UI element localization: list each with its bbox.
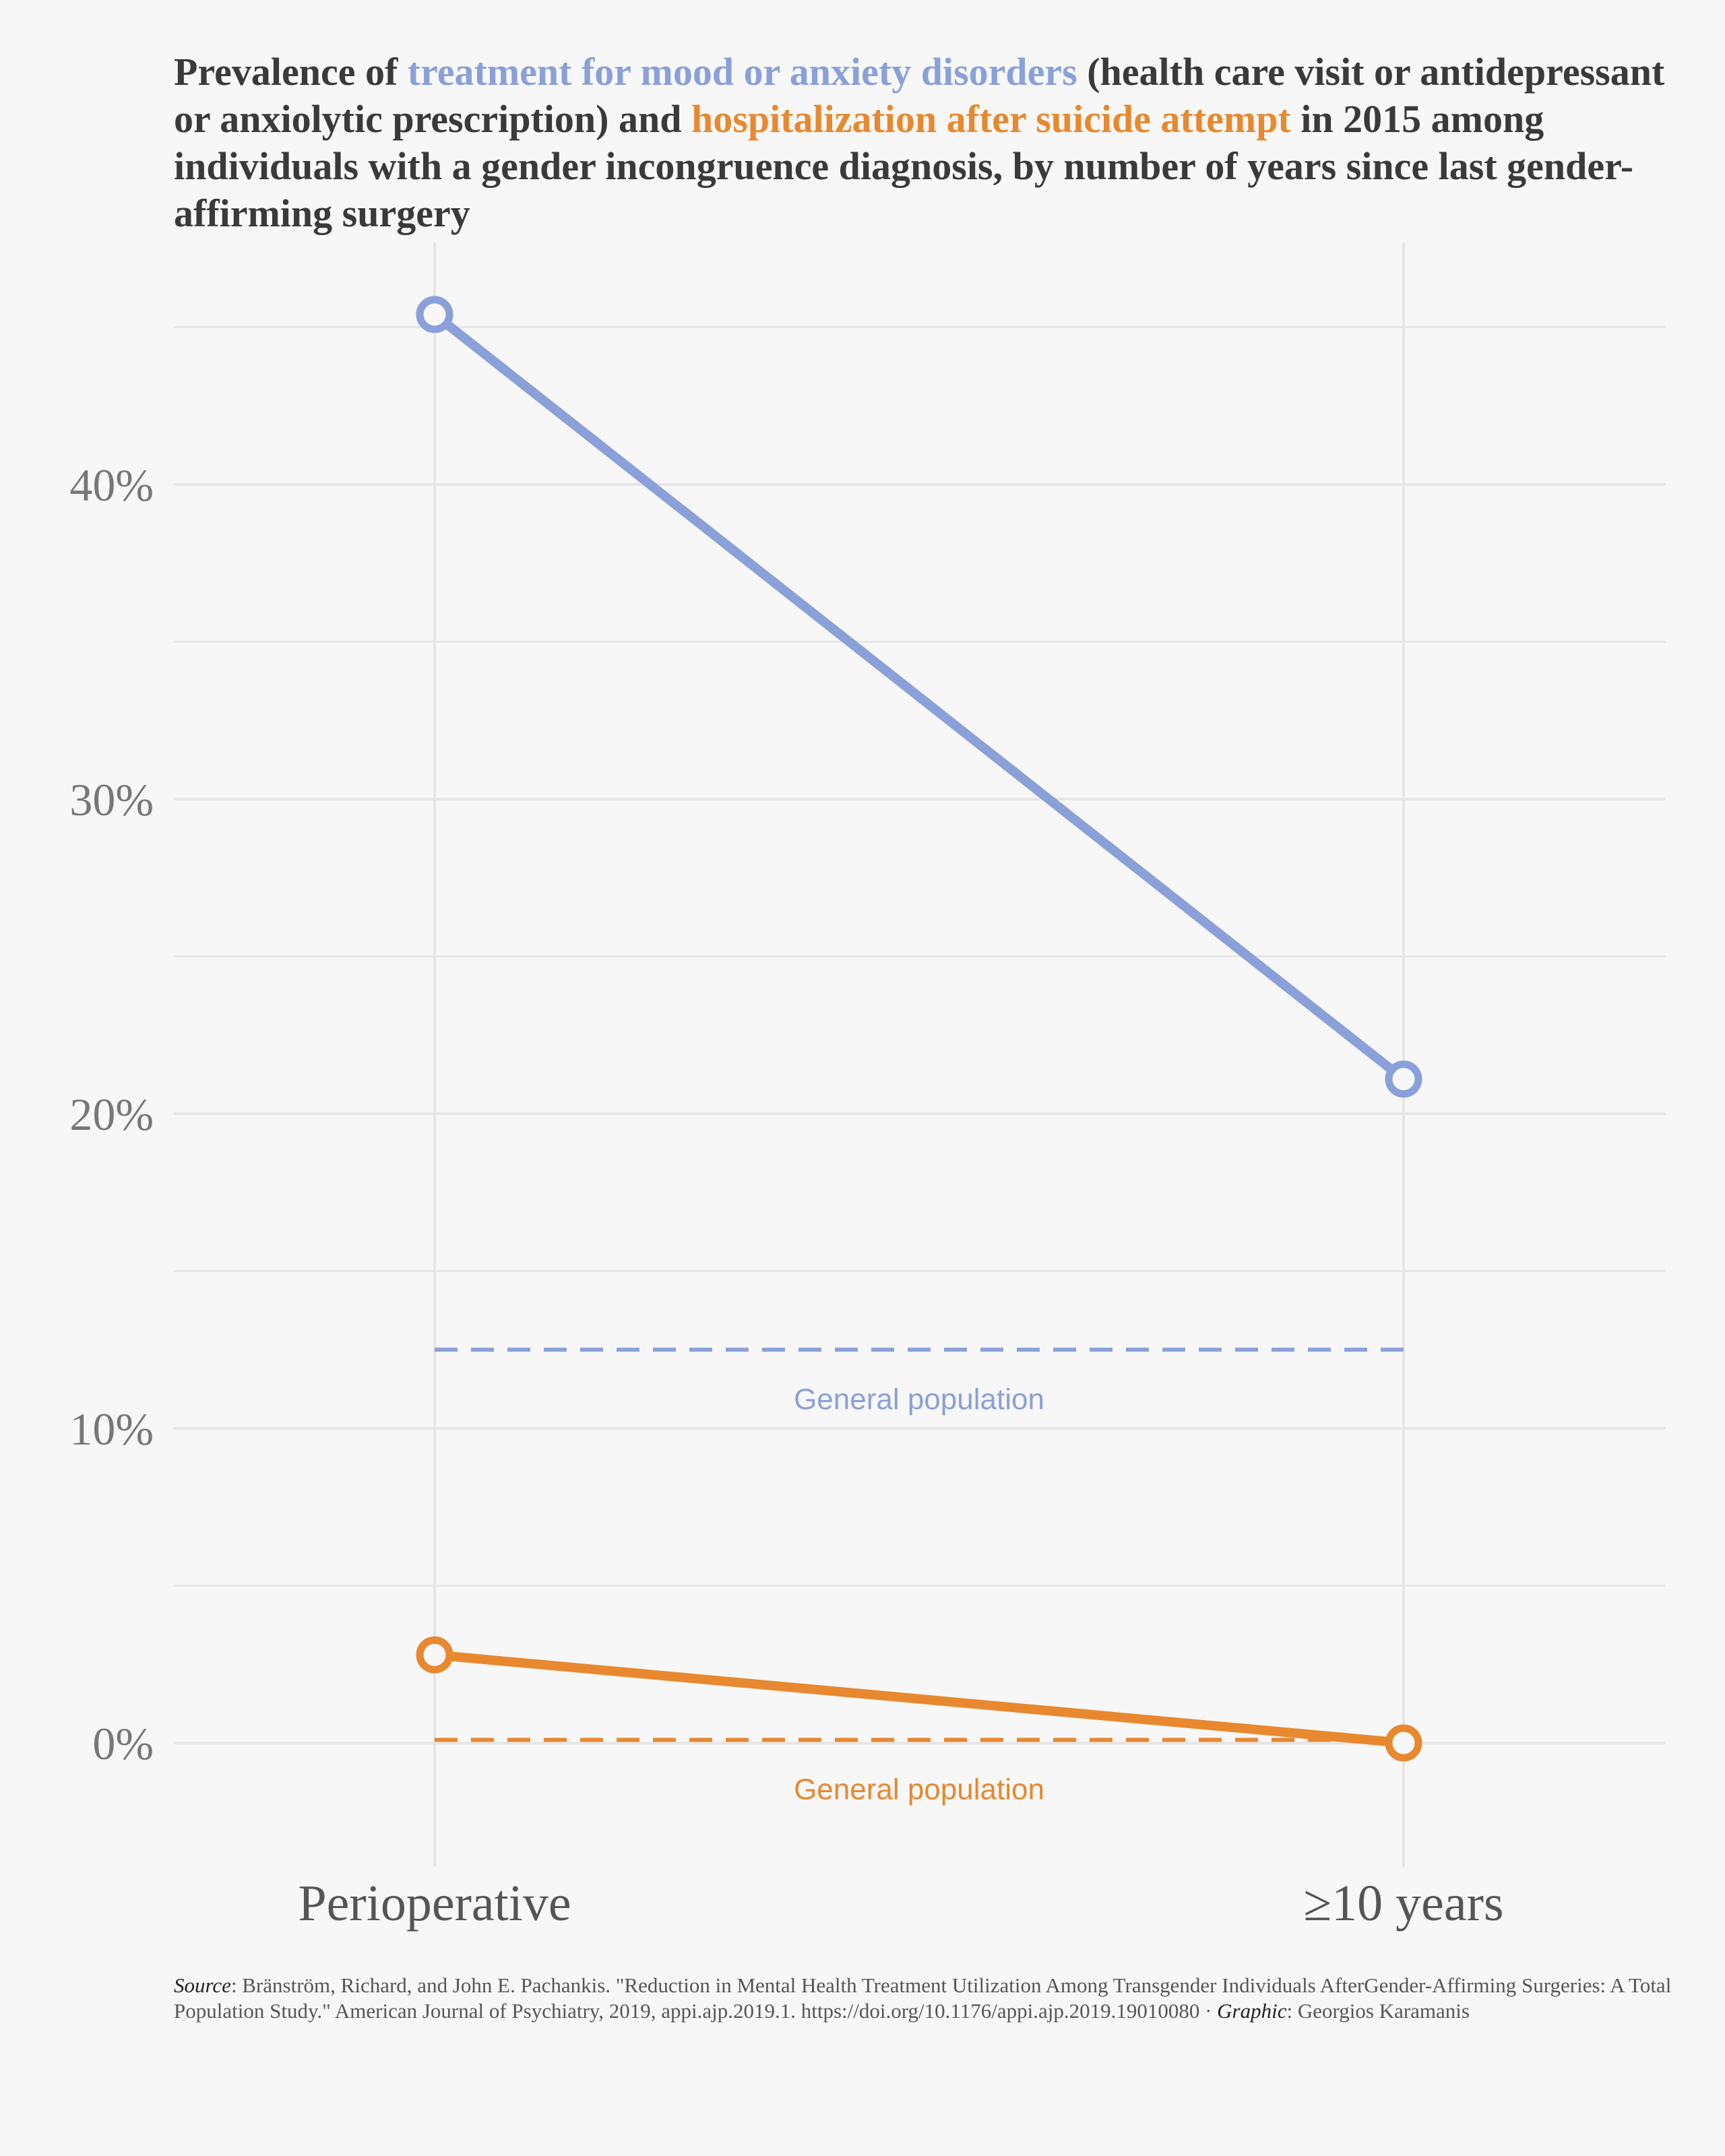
reference-line-label: General population (794, 1383, 1044, 1416)
title-text-2: (health care visit or antidepressant or … (174, 50, 1665, 141)
chart-title: Prevalence of treatment for mood or anxi… (174, 49, 1683, 237)
title-series-treatment: treatment for mood or anxiety disorders (407, 50, 1077, 94)
y-tick-label: 10% (69, 1403, 154, 1455)
reference-line-label: General population (794, 1773, 1044, 1806)
y-tick-label: 30% (69, 774, 154, 825)
graphic-text: : Georgios Karamanis (1286, 1999, 1470, 2023)
series-line (430, 1650, 1408, 1748)
y-tick-label: 0% (92, 1718, 154, 1769)
title-text-1: Prevalence of (174, 50, 408, 94)
y-tick-label: 20% (69, 1089, 154, 1140)
source-label: Source (174, 1973, 231, 1997)
series-line (430, 309, 1408, 1084)
title-series-hospitalization: hospitalization after suicide attempt (691, 97, 1291, 141)
title-text-3: in 2015 among individuals with a gender … (174, 97, 1634, 235)
data-point (416, 296, 453, 334)
x-tick-label: Perioperative (298, 1875, 571, 1932)
graphic-label: Graphic (1217, 1999, 1287, 2023)
x-tick-label: ≥10 years (1303, 1875, 1503, 1932)
data-point (416, 1636, 453, 1674)
data-point (1385, 1060, 1422, 1098)
source-caption: Source: Bränström, Richard, and John E. … (174, 1973, 1690, 2024)
data-point (1385, 1724, 1422, 1762)
y-tick-label: 40% (69, 459, 154, 511)
source-text: : Bränström, Richard, and John E. Pachan… (174, 1973, 1672, 2023)
reference-lines: General population General population (435, 1348, 1404, 1806)
axis-labels: 0% 10% 20% 30% 40% Perioperative ≥10 years (69, 459, 1503, 1932)
series-lines (416, 296, 1422, 1762)
grid-lines (174, 243, 1666, 1866)
